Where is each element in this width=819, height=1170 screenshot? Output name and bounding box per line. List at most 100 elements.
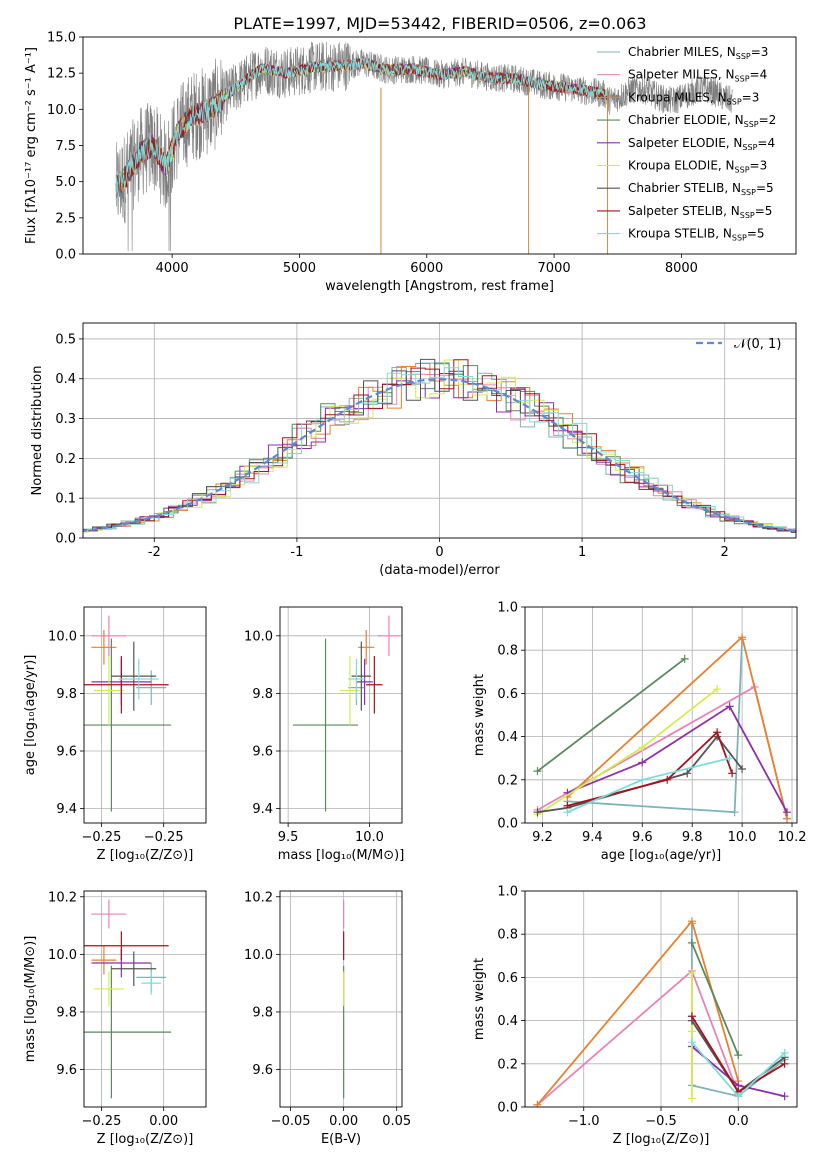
- y-tick-label: 10.0: [48, 948, 77, 963]
- legend-label: Kroupa ELODIE, NSSP=3: [628, 159, 767, 175]
- x-tick-label: 0.0: [728, 1114, 749, 1129]
- legend-label: Salpeter STELIB, NSSP=5: [628, 204, 772, 220]
- panel-mass_vs_Z: −0.25 0.00 9.6 9.8 10.0 10.2 Z [log₁₀(Z/Z⊙)] ma…: [23, 890, 207, 1147]
- y-tick-label: 1.0: [497, 601, 518, 616]
- x-tick-label: 10.0: [728, 830, 757, 845]
- y-tick-label: 0.4: [497, 1014, 518, 1029]
- y-tick-label: 9.6: [56, 1063, 77, 1078]
- y-tick-label: 0.3: [55, 412, 76, 427]
- marker-kroupa_stelib: [725, 754, 734, 763]
- plot-area: [525, 891, 797, 1107]
- x-tick-label: −0.25: [82, 830, 122, 845]
- y-tick-label: 12.5: [47, 67, 76, 82]
- plot-area: [115, 41, 733, 254]
- y-tick-label: 1.0: [497, 885, 518, 900]
- y-tick-label: 0.4: [497, 730, 518, 745]
- x-tick-label: 10.2: [778, 830, 807, 845]
- x-tick-label: −0.25: [144, 830, 184, 845]
- marker-kroupa_stelib: [638, 775, 647, 784]
- axes-frame: [279, 606, 403, 824]
- marker-salpeter_stelib: [663, 775, 672, 784]
- series-chabrier_miles: [567, 639, 743, 814]
- series-salpeter_elodie: [567, 705, 788, 813]
- x-tick-label: −0.5: [645, 1114, 677, 1129]
- y-axis-label: mass [log₁₀(M/M⊙)]: [23, 936, 38, 1063]
- x-axis-label: Z [log₁₀(Z/Z⊙)]: [97, 1132, 194, 1147]
- x-tick-label: 9.5: [278, 830, 299, 845]
- x-tick-label: 0.00: [329, 1114, 358, 1129]
- x-axis-label: mass [log₁₀(M/M⊙)]: [278, 848, 405, 863]
- series-salpeter_stelib: [567, 730, 733, 807]
- marker-salpeter_stelib: [728, 769, 737, 778]
- marker-chabrier_elodie: [687, 938, 696, 947]
- y-tick-label: 0.6: [497, 687, 518, 702]
- y-tick-label: 9.8: [252, 687, 273, 702]
- plot-area: [84, 891, 206, 1107]
- x-tick-label: 5000: [283, 261, 316, 276]
- marker-chabrier_elodie: [734, 1051, 743, 1060]
- x-tick-label: 0: [435, 545, 443, 560]
- marker-chabrier_stelib: [533, 808, 542, 817]
- axes-frame: [83, 890, 207, 1108]
- y-axis-label: Flux [fλ10⁻¹⁷ erg cm⁻² s⁻¹ A⁻¹]: [24, 47, 39, 244]
- plot-area: [280, 891, 402, 1107]
- legend-label: Salpeter MILES, NSSP=4: [628, 68, 767, 84]
- x-tick-label: 9.4: [582, 830, 603, 845]
- x-axis-label: (data-model)/error: [379, 563, 500, 578]
- y-tick-label: 9.6: [56, 745, 77, 760]
- y-tick-label: 0.8: [497, 928, 518, 943]
- y-tick-label: 10.0: [244, 948, 273, 963]
- y-tick-label: 10.2: [48, 890, 77, 905]
- plot-area: [280, 607, 402, 823]
- x-axis-label: Z [log₁₀(Z/Z⊙)]: [97, 848, 194, 863]
- plot-area: [525, 607, 797, 823]
- x-tick-label: −0.25: [82, 1114, 122, 1129]
- panel-weight_vs_Z: −1.0 −0.5 0.0 0.0 0.2 0.4 0.6 0.8 1.0 Z [log₁₀(Z/…: [472, 885, 798, 1147]
- y-tick-label: 10.0: [244, 629, 273, 644]
- x-axis-label: E(B-V): [321, 1132, 361, 1147]
- axes-frame: [524, 606, 798, 824]
- x-tick-label: 9.2: [532, 830, 553, 845]
- x-tick-label: 1: [578, 545, 586, 560]
- y-tick-label: 9.8: [56, 687, 77, 702]
- figure-title: PLATE=1997, MJD=53442, FIBERID=0506, z=0…: [233, 14, 646, 33]
- axes-frame: [279, 890, 403, 1108]
- y-tick-label: 10.0: [47, 103, 76, 118]
- y-tick-label: 0.0: [497, 817, 518, 832]
- legend-label: Chabrier STELIB, NSSP=5: [628, 181, 774, 197]
- panel-age_vs_mass: 9.5 10.0 9.4 9.6 9.8 10.0 mass [log₁₀(M/M⊙)]: [244, 606, 405, 863]
- y-tick-label: 0.5: [55, 332, 76, 347]
- y-tick-label: 0.6: [497, 971, 518, 986]
- y-axis-label: Normed distribution: [30, 366, 45, 496]
- y-tick-label: 9.6: [252, 745, 273, 760]
- marker-chabrier_stelib: [738, 765, 747, 773]
- x-tick-label: −0.05: [271, 1114, 311, 1129]
- legend-residuals: 𝒩(0, 1): [696, 337, 781, 352]
- x-tick-label: 6000: [410, 261, 443, 276]
- y-tick-label: 5.0: [55, 175, 76, 190]
- histogram-kroupa_stelib: [83, 367, 796, 532]
- legend-label: Kroupa STELIB, NSSP=5: [628, 227, 765, 243]
- marker-chabrier_elodie: [533, 767, 542, 776]
- legend-label: Chabrier ELODIE, NSSP=2: [628, 113, 776, 129]
- legend-label: 𝒩(0, 1): [734, 337, 781, 352]
- x-axis-label: age [log₁₀(age/yr)]: [601, 848, 722, 863]
- marker-kroupa_stelib: [687, 1038, 696, 1047]
- x-tick-label: 7000: [538, 261, 571, 276]
- axes-frame: [524, 890, 798, 1108]
- y-tick-label: 10.0: [48, 629, 77, 644]
- series-chabrier_elodie: [536, 658, 686, 772]
- marker-kroupa_elodie: [687, 1027, 696, 1036]
- marker-kroupa_stelib: [780, 1049, 789, 1057]
- marker-kroupa_elodie: [638, 743, 647, 752]
- y-tick-label: 0.8: [497, 644, 518, 659]
- marker-chabrier_elodie: [680, 654, 689, 663]
- marker-kroupa_miles: [687, 917, 696, 926]
- y-tick-label: 9.8: [56, 1005, 77, 1020]
- y-tick-label: 0.0: [55, 532, 76, 547]
- y-tick-label: 9.6: [252, 1063, 273, 1078]
- normal-curve: [83, 378, 796, 533]
- series-salpeter_miles: [536, 969, 740, 1106]
- panel-residuals: -2 -1 0 1 2 0.0 0.1 0.2 0.3 0.4 0.5 (data-model)/er…: [30, 322, 797, 578]
- marker-kroupa_miles: [533, 1100, 542, 1107]
